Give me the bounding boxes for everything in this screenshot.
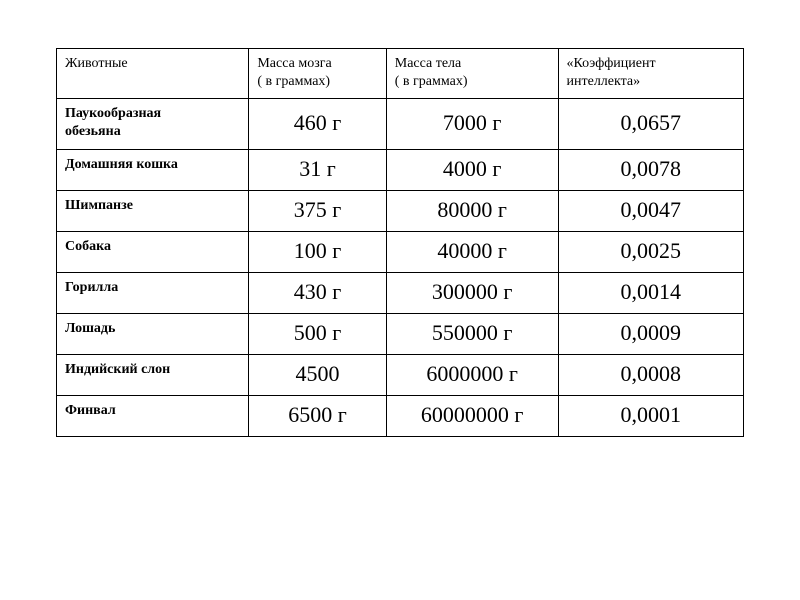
animal-name: Лошадь xyxy=(65,321,115,336)
animal-name: Финвал xyxy=(65,403,116,418)
cell-brain: 460 г xyxy=(249,99,386,150)
animal-name: Шимпанзе xyxy=(65,198,133,213)
cell-body: 6000000 г xyxy=(386,355,558,396)
cell-body: 550000 г xyxy=(386,314,558,355)
cell-brain: 100 г xyxy=(249,232,386,273)
col-header-text: ( в граммах) xyxy=(395,74,468,89)
animal-name: Домашняя кошка xyxy=(65,157,178,172)
cell-animal: Шимпанзе xyxy=(57,191,249,232)
page: Животные Масса мозга ( в граммах) Масса … xyxy=(0,0,800,437)
cell-brain: 430 г xyxy=(249,273,386,314)
cell-animal: Горилла xyxy=(57,273,249,314)
animal-name: Собака xyxy=(65,239,111,254)
cell-iq: 0,0025 xyxy=(558,232,744,273)
cell-body: 40000 г xyxy=(386,232,558,273)
col-header-text: ( в граммах) xyxy=(257,74,330,89)
cell-animal: Домашняя кошка xyxy=(57,150,249,191)
table-row: Паукообразная обезьяна 460 г 7000 г 0,06… xyxy=(57,99,744,150)
data-table: Животные Масса мозга ( в граммах) Масса … xyxy=(56,48,744,437)
animal-name: Индийский слон xyxy=(65,362,170,377)
cell-animal: Финвал xyxy=(57,396,249,437)
table-row: Финвал 6500 г 60000000 г 0,0001 xyxy=(57,396,744,437)
table-row: Шимпанзе 375 г 80000 г 0,0047 xyxy=(57,191,744,232)
cell-iq: 0,0657 xyxy=(558,99,744,150)
cell-body: 60000000 г xyxy=(386,396,558,437)
table-header-row: Животные Масса мозга ( в граммах) Масса … xyxy=(57,49,744,99)
cell-body: 300000 г xyxy=(386,273,558,314)
cell-brain: 31 г xyxy=(249,150,386,191)
cell-body: 80000 г xyxy=(386,191,558,232)
cell-body: 7000 г xyxy=(386,99,558,150)
col-header-brain: Масса мозга ( в граммах) xyxy=(249,49,386,99)
col-header-text: Масса мозга xyxy=(257,56,331,71)
cell-iq: 0,0009 xyxy=(558,314,744,355)
table-row: Лошадь 500 г 550000 г 0,0009 xyxy=(57,314,744,355)
cell-iq: 0,0001 xyxy=(558,396,744,437)
cell-body: 4000 г xyxy=(386,150,558,191)
cell-iq: 0,0014 xyxy=(558,273,744,314)
col-header-body: Масса тела ( в граммах) xyxy=(386,49,558,99)
col-header-text: Масса тела xyxy=(395,56,462,71)
table-row: Горилла 430 г 300000 г 0,0014 xyxy=(57,273,744,314)
animal-name: Паукообразная xyxy=(65,106,161,121)
table-row: Индийский слон 4500 6000000 г 0,0008 xyxy=(57,355,744,396)
cell-animal: Паукообразная обезьяна xyxy=(57,99,249,150)
cell-iq: 0,0008 xyxy=(558,355,744,396)
cell-animal: Собака xyxy=(57,232,249,273)
table-row: Домашняя кошка 31 г 4000 г 0,0078 xyxy=(57,150,744,191)
table-row: Собака 100 г 40000 г 0,0025 xyxy=(57,232,744,273)
col-header-text: интеллекта» xyxy=(567,74,641,89)
col-header-animal: Животные xyxy=(57,49,249,99)
col-header-iq: «Коэффициент интеллекта» xyxy=(558,49,744,99)
cell-brain: 500 г xyxy=(249,314,386,355)
cell-iq: 0,0047 xyxy=(558,191,744,232)
cell-brain: 6500 г xyxy=(249,396,386,437)
col-header-text: Животные xyxy=(65,56,128,71)
cell-brain: 4500 xyxy=(249,355,386,396)
cell-animal: Лошадь xyxy=(57,314,249,355)
cell-brain: 375 г xyxy=(249,191,386,232)
col-header-text: «Коэффициент xyxy=(567,56,656,71)
cell-animal: Индийский слон xyxy=(57,355,249,396)
animal-name: обезьяна xyxy=(65,124,121,139)
animal-name: Горилла xyxy=(65,280,118,295)
cell-iq: 0,0078 xyxy=(558,150,744,191)
